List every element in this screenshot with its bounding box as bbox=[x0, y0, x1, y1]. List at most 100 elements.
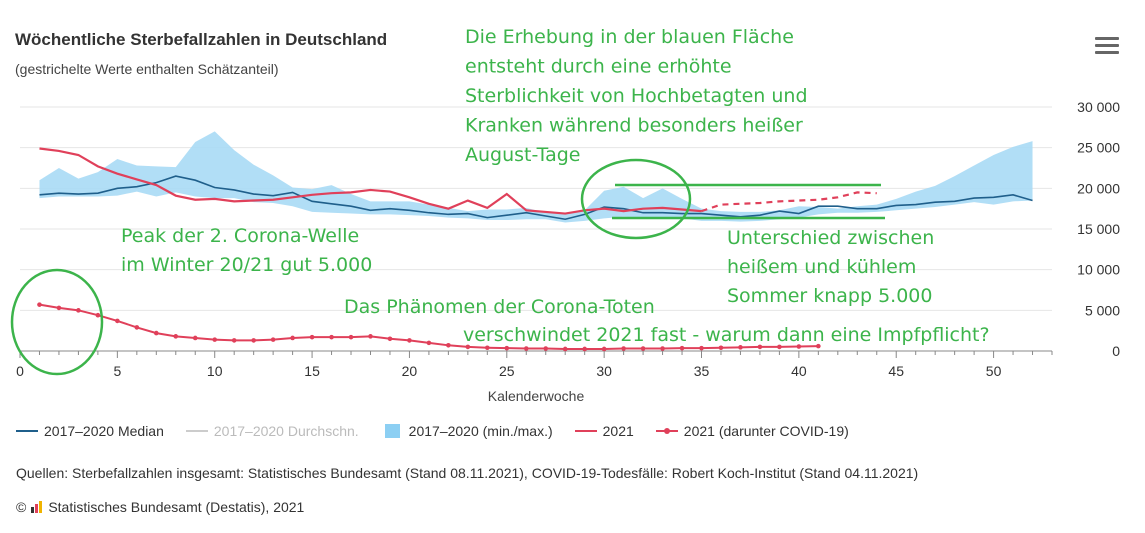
y-tick-label: 25 000 bbox=[1077, 140, 1120, 156]
covid-point bbox=[115, 318, 120, 324]
x-tick-label: 15 bbox=[304, 363, 320, 379]
annotation-diff-text: Unterschied zwischen bbox=[727, 227, 934, 249]
legend-label: 2017–2020 Median bbox=[44, 423, 164, 439]
median-line bbox=[39, 175, 1033, 221]
covid-point bbox=[56, 305, 62, 311]
y-tick-label: 5 000 bbox=[1085, 302, 1120, 318]
covid-point bbox=[173, 334, 179, 339]
covid-point bbox=[154, 330, 159, 336]
covid-point bbox=[309, 334, 315, 340]
covid-point bbox=[76, 308, 81, 313]
line-2021-estimated bbox=[701, 191, 877, 213]
covid-point bbox=[699, 345, 704, 351]
covid-point bbox=[446, 343, 451, 348]
covid-point bbox=[796, 344, 802, 349]
x-tick-label: 10 bbox=[207, 363, 223, 379]
covid-point bbox=[95, 312, 101, 318]
x-tick-label: 0 bbox=[16, 363, 24, 379]
covid-point bbox=[368, 334, 373, 339]
legend-item[interactable]: 2021 (darunter COVID-19) bbox=[655, 423, 849, 439]
y-tick-label: 0 bbox=[1112, 343, 1120, 359]
chart-title: Wöchentliche Sterbefallzahlen in Deutsch… bbox=[15, 30, 388, 49]
covid-point bbox=[504, 345, 510, 351]
covid-point bbox=[192, 335, 198, 341]
minmax-area bbox=[39, 131, 1033, 223]
covid-point bbox=[465, 344, 471, 350]
legend-symbol bbox=[16, 430, 38, 432]
legend-item[interactable]: 2017–2020 (min./max.) bbox=[381, 423, 553, 439]
covid-point bbox=[601, 346, 607, 352]
covid-point bbox=[640, 346, 646, 351]
legend-label: 2017–2020 Durchschn. bbox=[213, 423, 359, 439]
source-note: Quellen: Sterbefallzahlen insgesamt: Sta… bbox=[16, 465, 919, 481]
annotation-heat-text: Kranken während besonders heißer bbox=[465, 115, 803, 137]
legend-symbol bbox=[655, 428, 678, 434]
legend: 2017–2020 Median 2017–2020 Durchschn. 2017… bbox=[16, 423, 871, 439]
covid-point bbox=[660, 346, 665, 351]
covid-point bbox=[37, 302, 42, 307]
chart-subtitle: (gestrichelte Werte enthalten Schätzante… bbox=[15, 61, 279, 77]
hamburger-menu-icon[interactable] bbox=[1095, 37, 1119, 59]
covid-point bbox=[134, 325, 140, 330]
covid-point bbox=[212, 337, 218, 342]
covid-point bbox=[407, 338, 412, 343]
annotation-heat-text: Die Erhebung in der blauen Fläche bbox=[465, 26, 794, 48]
y-tick-label: 30 000 bbox=[1077, 99, 1120, 115]
legend-item[interactable]: 2017–2020 Median bbox=[16, 423, 164, 439]
annotation-phenomenon-text: verschwindet 2021 fast - warum dann eine… bbox=[463, 324, 990, 346]
covid-point bbox=[582, 346, 587, 352]
annotation-heat-text: Sterblichkeit von Hochbetagten und bbox=[465, 85, 808, 107]
chart-canvas: 0 5 000 10 000 15 000 20 000 25 000 30 000 0 5 10… bbox=[10, 26, 1120, 404]
covid-point bbox=[738, 345, 743, 350]
annotation-peak-text: Peak der 2. Corona-Welle bbox=[121, 225, 359, 247]
annotation-diff-text: Sommer knapp 5.000 bbox=[727, 285, 932, 307]
y-tick-label: 10 000 bbox=[1077, 262, 1120, 278]
x-tick-label: 35 bbox=[694, 363, 710, 379]
covid-point bbox=[679, 345, 685, 351]
covid-point bbox=[777, 344, 782, 350]
x-tick-label: 30 bbox=[596, 363, 612, 379]
legend-label: 2021 (darunter COVID-19) bbox=[683, 423, 849, 439]
legend-label: 2017–2020 (min./max.) bbox=[408, 423, 553, 439]
legend-symbol bbox=[384, 424, 400, 438]
covid-point bbox=[718, 345, 724, 351]
legend-symbol bbox=[574, 430, 597, 432]
legend-item[interactable]: 2017–2020 Durchschn. bbox=[185, 423, 359, 439]
x-tick-label: 45 bbox=[888, 363, 904, 379]
x-tick-label: 25 bbox=[499, 363, 515, 379]
annotation-circle-peak bbox=[10, 268, 104, 376]
annotation-heat-text: entsteht durch eine erhöhte bbox=[465, 56, 732, 78]
x-tick-label: 50 bbox=[986, 363, 1002, 379]
annotation-phenomenon-text: Das Phänomen der Corona-Toten bbox=[344, 296, 655, 318]
covid-point bbox=[621, 346, 626, 351]
covid-point bbox=[387, 336, 393, 342]
covid-point bbox=[270, 337, 276, 342]
y-tick-label: 20 000 bbox=[1077, 180, 1120, 196]
covid-point bbox=[231, 338, 237, 343]
covid-point bbox=[426, 340, 432, 346]
annotation-diff-text: heißem und kühlem bbox=[727, 256, 916, 278]
x-tick-label: 5 bbox=[113, 363, 121, 379]
annotation-peak-text: im Winter 20/21 gut 5.000 bbox=[121, 254, 372, 276]
covid-point bbox=[348, 334, 354, 340]
legend-symbol bbox=[185, 430, 208, 432]
credit-line: © Statistisches Bundesamt (Destatis), 20… bbox=[16, 499, 304, 515]
covid-point bbox=[523, 346, 529, 351]
y-tick-label: 15 000 bbox=[1077, 221, 1120, 237]
covid-point bbox=[562, 346, 568, 352]
x-tick-label: 20 bbox=[402, 363, 418, 379]
copyright-symbol: © bbox=[16, 499, 27, 515]
annotation-heat-text: August-Tage bbox=[465, 144, 580, 166]
covid-point bbox=[816, 343, 821, 349]
covid-point bbox=[485, 345, 490, 351]
x-axis-label: Kalenderwoche bbox=[488, 388, 585, 404]
covid-point bbox=[757, 344, 763, 350]
legend-item[interactable]: 2021 bbox=[574, 423, 634, 439]
credit-text: Statistisches Bundesamt (Destatis), 2021 bbox=[48, 499, 305, 515]
destatis-logo-icon bbox=[31, 501, 43, 513]
x-tick-label: 40 bbox=[791, 363, 807, 379]
covid-point bbox=[543, 346, 549, 351]
annotation-circle-summer bbox=[580, 158, 692, 240]
line-2021 bbox=[39, 147, 702, 215]
covid-point bbox=[329, 334, 334, 340]
